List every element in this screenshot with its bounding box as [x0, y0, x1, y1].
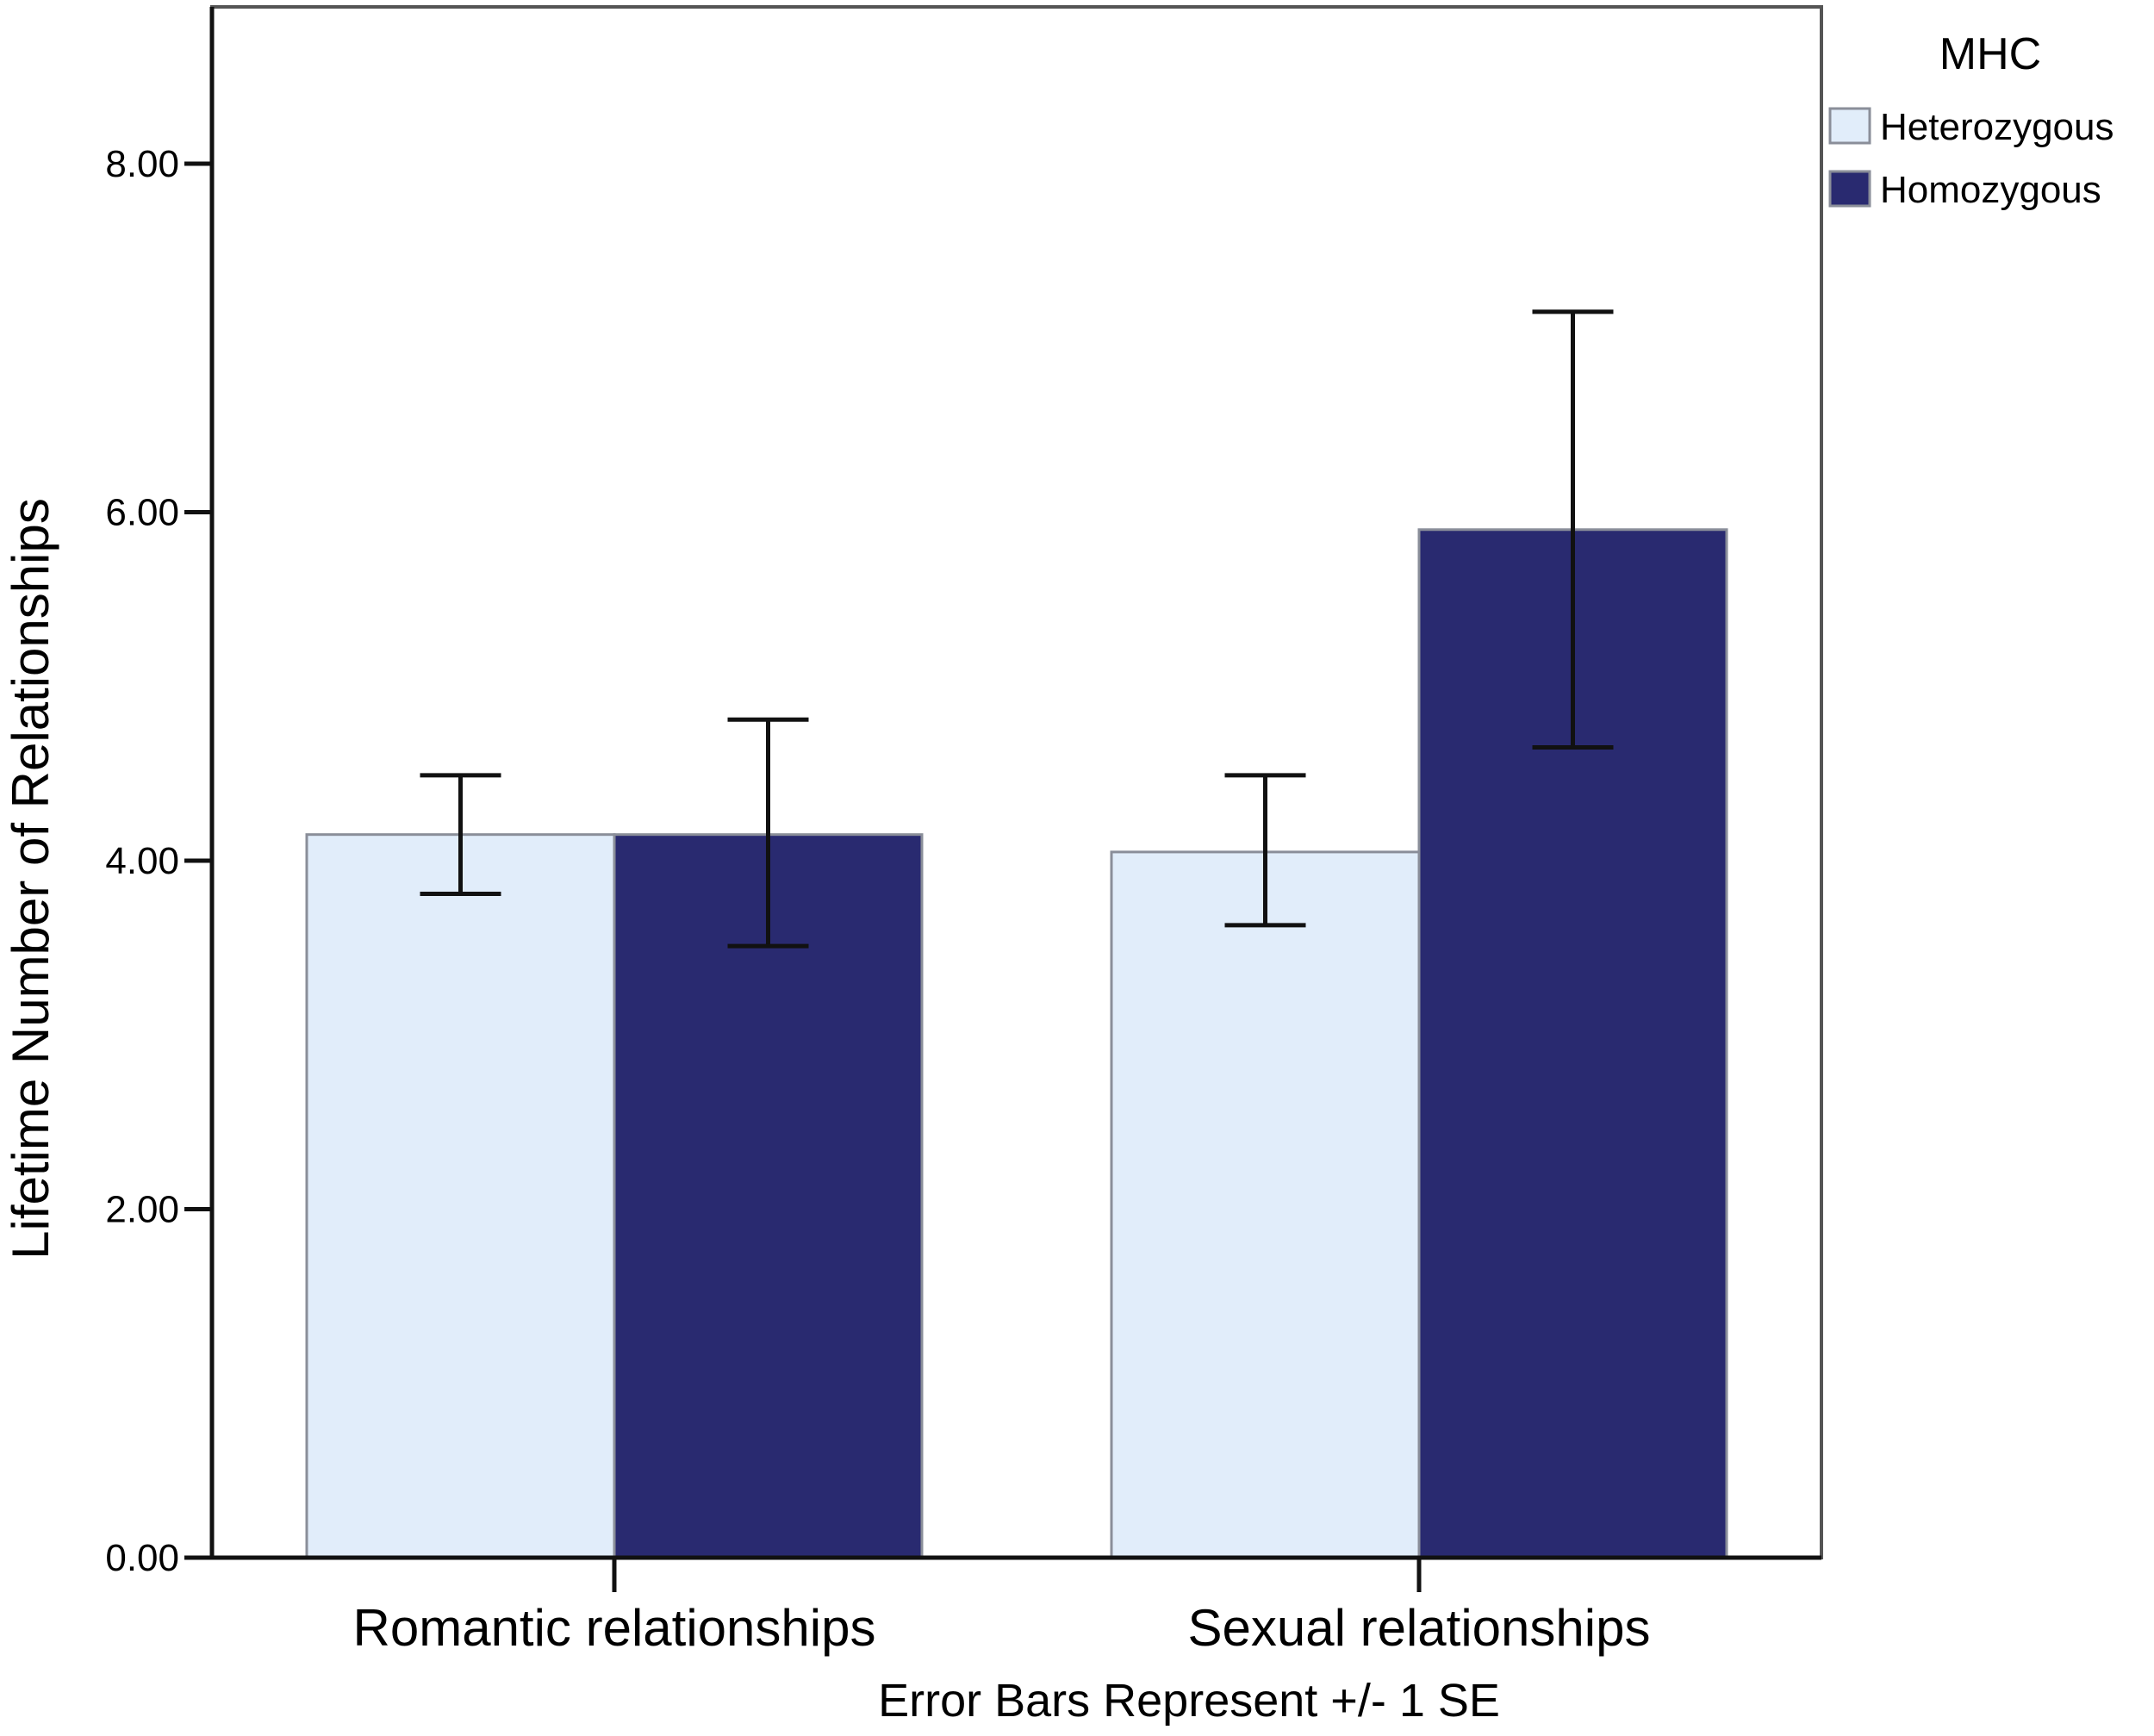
- y-tick-label: 6.00: [105, 492, 179, 534]
- legend: MHC Heterozygous Homozygous: [1828, 29, 2114, 211]
- y-tick-label: 8.00: [105, 143, 179, 185]
- bar-heterozygous-1: [305, 833, 616, 1559]
- y-tick-label: 4.00: [105, 840, 179, 882]
- bar-heterozygous-2: [1110, 850, 1421, 1559]
- y-axis-label: Lifetime Number of Relationships: [2, 498, 59, 1260]
- legend-label-heterozygous: Heterozygous: [1880, 106, 2114, 148]
- error-bar-footnote: Error Bars Represent +/- 1 SE: [878, 1675, 1500, 1727]
- y-axis: 0.00 2.00 4.00 6.00 8.00: [105, 7, 1821, 1579]
- y-tick-label: 2.00: [105, 1189, 179, 1231]
- legend-swatch-homozygous: [1828, 170, 1871, 208]
- x-tick-label: Sexual relationships: [1188, 1599, 1651, 1657]
- legend-swatch-heterozygous: [1828, 107, 1871, 145]
- bars-layer: [305, 528, 1728, 1559]
- legend-label-homozygous: Homozygous: [1880, 169, 2101, 211]
- error-bars-layer: [420, 309, 1614, 949]
- x-tick-label: Romantic relationships: [353, 1599, 876, 1657]
- x-axis: Romantic relationships Sexual relationshi…: [353, 1558, 1651, 1657]
- y-tick-label: 0.00: [105, 1537, 179, 1579]
- legend-title: MHC: [1939, 29, 2041, 79]
